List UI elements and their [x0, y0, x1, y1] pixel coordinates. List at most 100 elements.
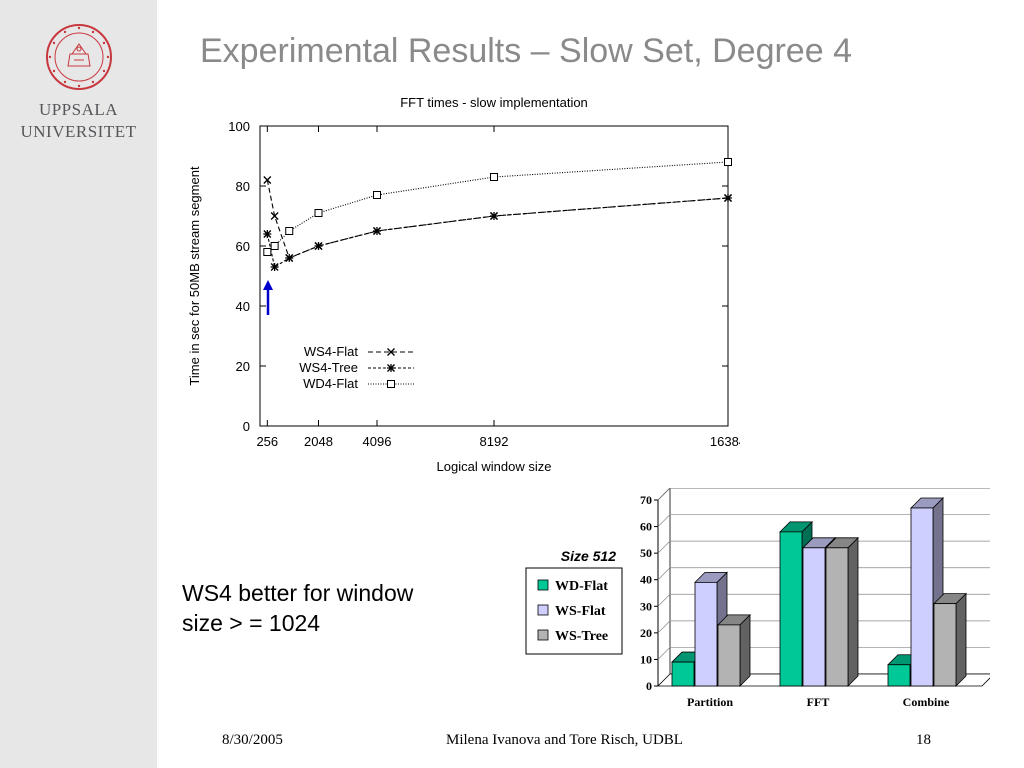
footer-authors: Milena Ivanova and Tore Risch, UDBL — [446, 732, 683, 748]
bar-legend-item: WD-Flat — [537, 579, 608, 594]
legend-label: WD-Flat — [555, 579, 608, 594]
data-point-star — [724, 194, 732, 202]
x-tick-label: 2048 — [304, 434, 333, 449]
university-seal — [0, 22, 157, 97]
data-point-square — [387, 380, 395, 388]
data-point-star — [285, 254, 294, 262]
legend-item: WD4-Flat — [303, 376, 414, 391]
bar-legend-item: WS-Tree — [537, 629, 608, 644]
bar-front — [694, 581, 718, 687]
legend-label: WS4-Tree — [299, 360, 358, 375]
y-tick-label: 40 — [640, 573, 652, 587]
x-tick-label: 256 — [256, 434, 278, 449]
data-point-star — [387, 364, 395, 372]
legend-label: WS-Flat — [555, 604, 606, 619]
data-point-star — [314, 242, 323, 250]
data-point-square — [373, 191, 381, 199]
legend-item: WS4-Tree — [299, 360, 414, 375]
series-line — [266, 197, 729, 268]
y-tick-label: 0 — [646, 679, 652, 693]
data-point-x — [270, 212, 279, 220]
bar-front — [933, 603, 957, 687]
bar-combine-ws-tree — [933, 592, 967, 687]
footer-page-number: 18 — [916, 732, 931, 748]
series-ws4-tree — [263, 194, 732, 271]
logo-line1: UPPSALA — [38, 100, 119, 119]
bar-partition-ws-tree — [717, 613, 751, 687]
x-tick-label: 4096 — [363, 434, 392, 449]
grid-line — [657, 647, 671, 660]
data-point-square — [285, 227, 294, 235]
line-chart-title: FFT times - slow implementation — [400, 95, 588, 110]
y-tick-label: 50 — [640, 546, 652, 560]
bar-fft-ws-tree — [825, 536, 859, 687]
bar-legend-item: WS-Flat — [537, 604, 606, 619]
x-tick-label: 16384 — [710, 434, 740, 449]
y-tick-label: 100 — [228, 119, 250, 134]
arrow-annotation — [263, 280, 273, 315]
y-tick-label: 20 — [236, 359, 250, 374]
data-point-x — [387, 348, 395, 356]
bar-side — [955, 592, 967, 687]
bar-side — [847, 536, 859, 687]
category-label: Partition — [687, 695, 733, 709]
footer-date: 8/30/2005 — [222, 732, 283, 748]
grid-line — [657, 594, 671, 607]
bar-front — [671, 661, 695, 687]
series-wd4-flat — [263, 158, 732, 256]
y-tick-label: 60 — [236, 239, 250, 254]
bar-front — [779, 531, 803, 687]
y-tick-label: 30 — [640, 599, 652, 613]
data-point-x — [263, 176, 272, 184]
data-point-square — [490, 173, 498, 181]
bar-front — [910, 507, 934, 687]
body-line-1: WS4 better for window — [182, 580, 414, 606]
grid-line — [657, 620, 671, 634]
bar-chart: Size 512 WD-Flat WS-Flat WS-Tree 0 10 20 30 40… — [525, 488, 990, 709]
data-point-star — [373, 227, 381, 235]
y-tick-label: 60 — [640, 520, 652, 534]
bar-side — [739, 613, 751, 687]
category-label: FFT — [807, 695, 830, 709]
data-point-square — [314, 209, 323, 217]
bar-front — [717, 624, 741, 687]
x-tick-label: 8192 — [480, 434, 509, 449]
grid-line — [657, 514, 671, 527]
legend-swatch — [537, 579, 549, 591]
grid-line — [657, 567, 671, 580]
slide-title: Experimental Results – Slow Set, Degree … — [200, 32, 852, 70]
bar-front — [887, 664, 911, 687]
data-point-star — [490, 212, 498, 220]
y-tick-label: 10 — [640, 652, 652, 666]
data-point-star — [263, 230, 272, 238]
bar-chart-title: Size 512 — [561, 548, 616, 564]
legend-item: WS4-Flat — [304, 344, 414, 359]
sidebar: UPPSALA UNIVERSITET — [0, 0, 157, 768]
y-tick-label: 40 — [236, 299, 250, 314]
grid-line — [657, 488, 671, 501]
data-point-square — [724, 158, 732, 166]
legend-swatch — [537, 629, 549, 641]
line-chart-ylabel: Time in sec for 50MB stream segment — [187, 166, 202, 386]
seal-icon — [45, 24, 112, 90]
y-tick-label: 80 — [236, 179, 250, 194]
y-tick-label: 70 — [640, 493, 652, 507]
data-point-star — [270, 263, 279, 271]
category-label: Combine — [903, 695, 950, 709]
y-tick-label: 0 — [243, 419, 250, 434]
line-chart-xlabel: Logical window size — [437, 459, 552, 474]
logo-line2: UNIVERSITET — [20, 122, 137, 141]
bar-front — [825, 547, 849, 687]
legend-label: WS-Tree — [555, 629, 608, 644]
body-text: WS4 better for window size > = 1024 — [182, 578, 482, 638]
legend-swatch — [537, 604, 549, 616]
data-point-square — [270, 242, 279, 250]
data-point-square — [263, 248, 272, 256]
bar-front — [802, 547, 826, 687]
legend-label: WS4-Flat — [304, 344, 359, 359]
body-line-2: size > = 1024 — [182, 610, 321, 636]
grid-line — [657, 540, 671, 554]
line-chart: FFT times - slow implementation Time in … — [187, 95, 740, 474]
legend-label: WD4-Flat — [303, 376, 358, 391]
y-tick-label: 20 — [640, 626, 652, 640]
